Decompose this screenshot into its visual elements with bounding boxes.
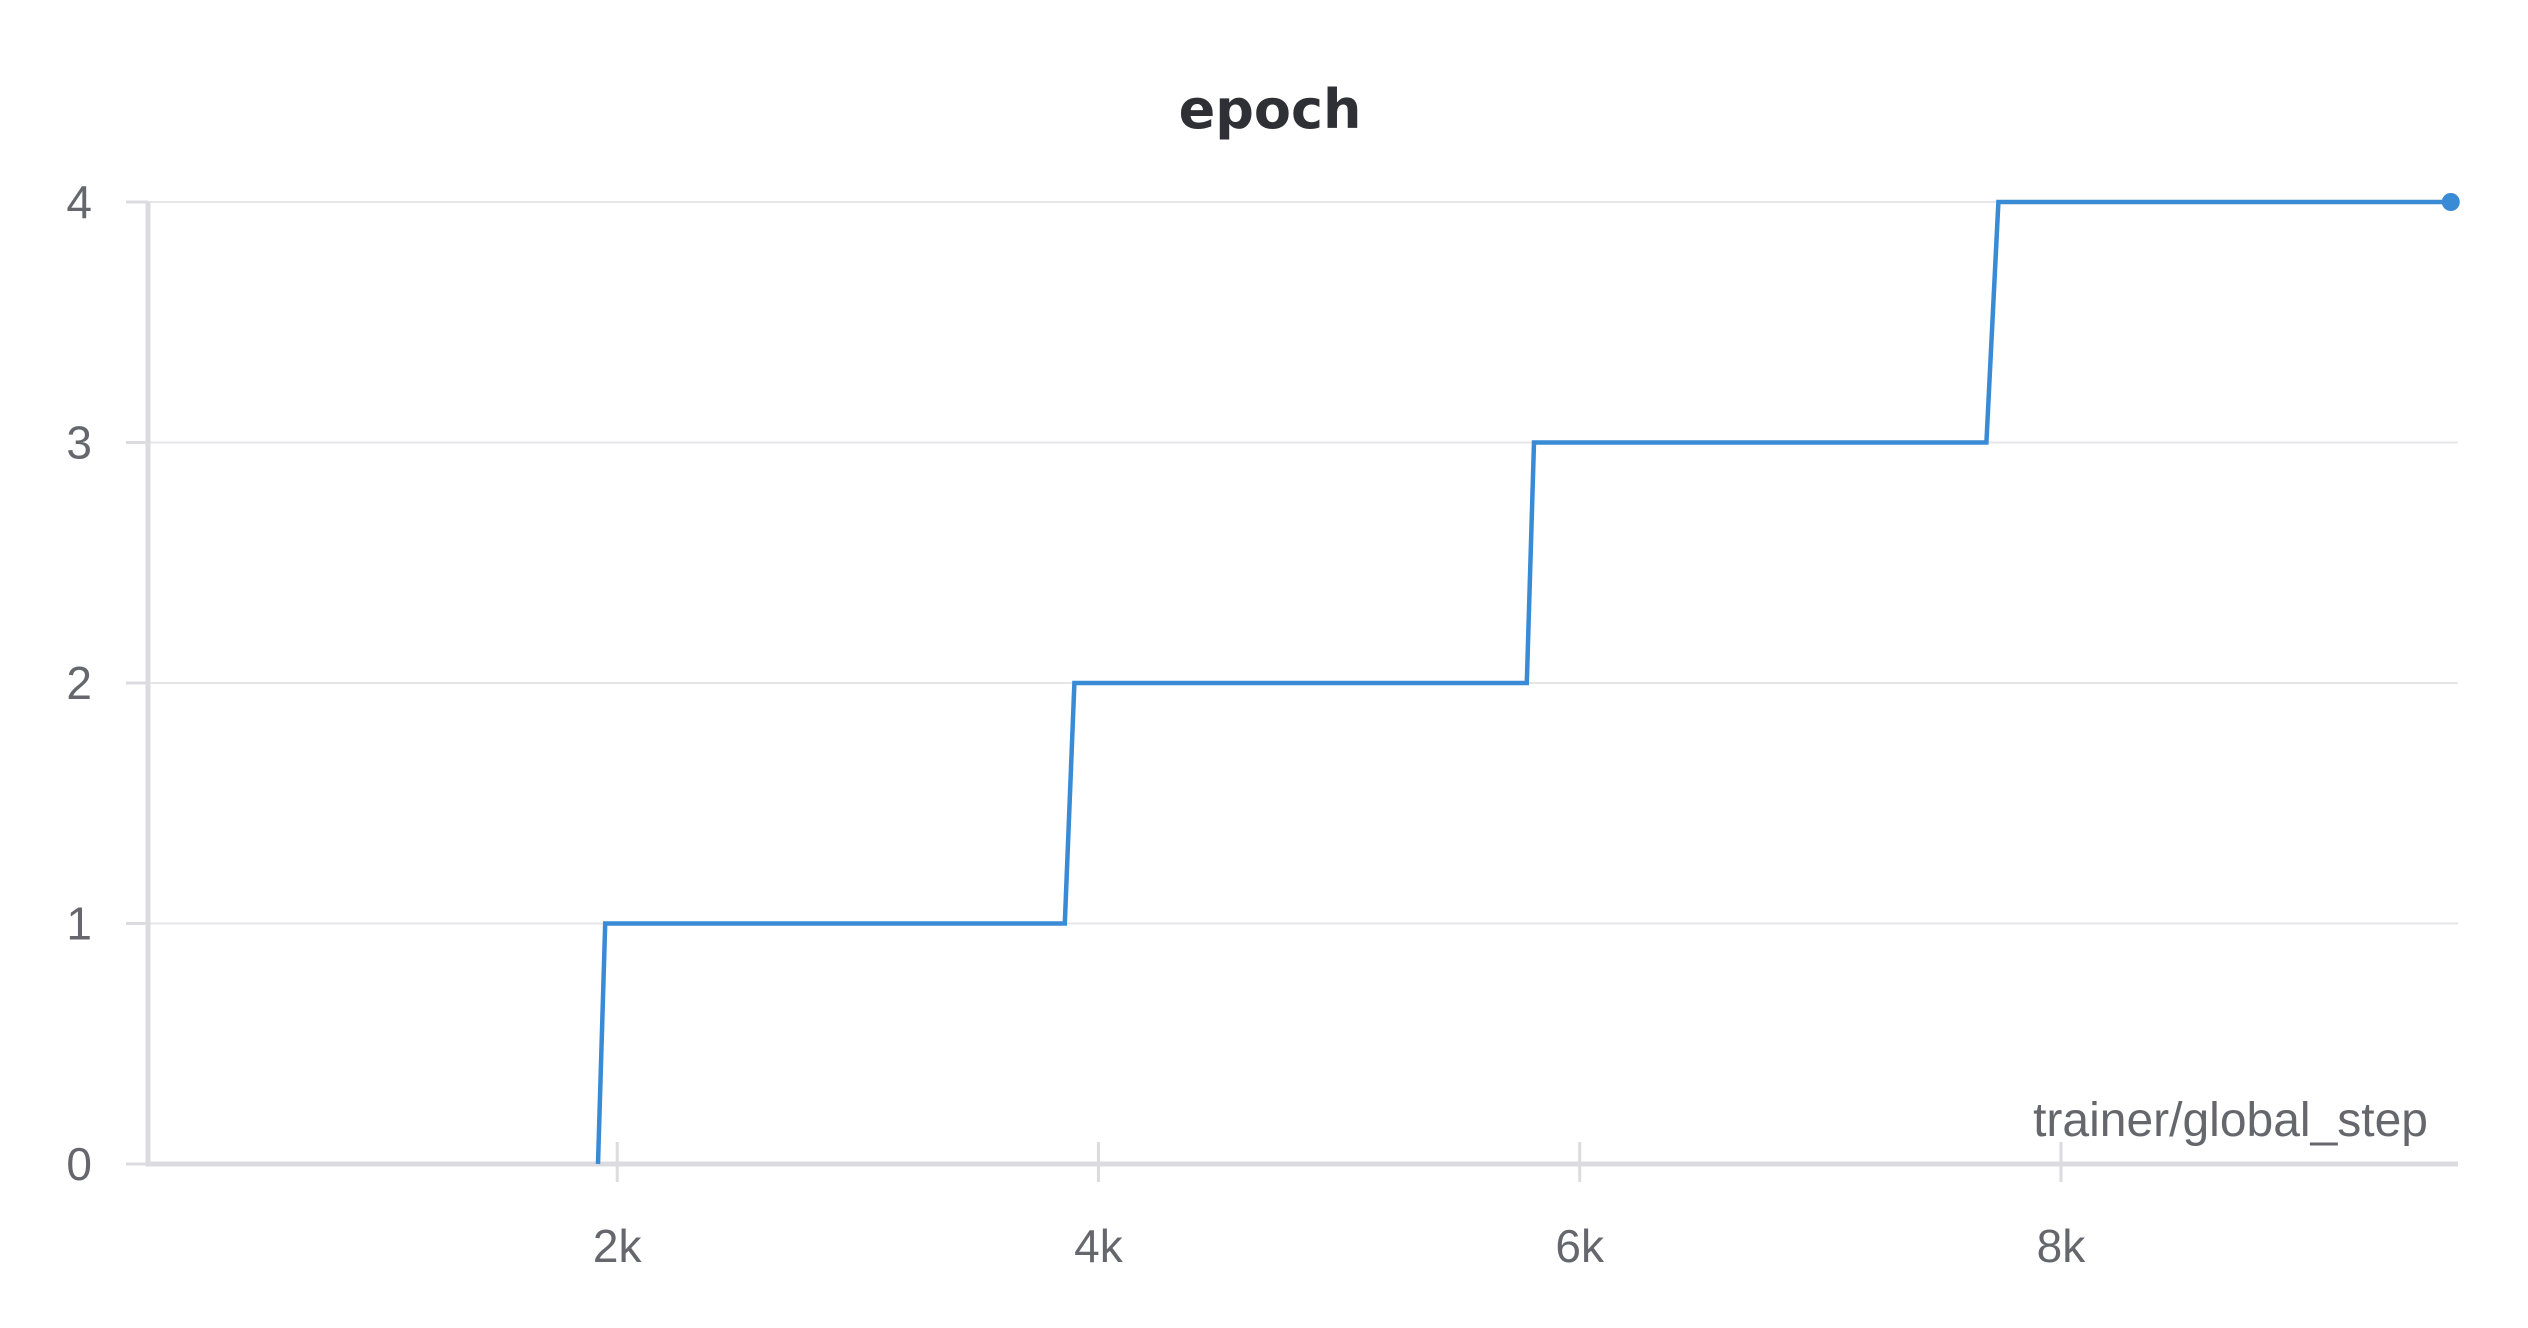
x-axis-title: trainer/global_step	[2033, 1094, 2428, 1147]
x-tick-label: 8k	[2037, 1220, 2087, 1272]
series-end-point	[2441, 193, 2460, 211]
x-tick-label: 2k	[593, 1220, 643, 1272]
x-tick-label: 6k	[1555, 1220, 1605, 1272]
y-tick-label: 3	[66, 417, 92, 469]
x-tick-label: 4k	[1074, 1220, 1124, 1272]
tick-labels: 0 1 2 3 4 2k 4k 6k 8k	[66, 176, 2086, 1272]
series-line	[595, 199, 2451, 1165]
y-tick-label: 1	[66, 898, 92, 950]
series	[595, 193, 2460, 1165]
y-tick-label: 2	[66, 657, 92, 709]
chart-title: epoch	[1179, 78, 1362, 141]
y-tick-label: 4	[66, 176, 92, 228]
axes	[126, 200, 2458, 1182]
grid	[148, 201, 2458, 925]
y-tick-label: 0	[66, 1138, 92, 1190]
